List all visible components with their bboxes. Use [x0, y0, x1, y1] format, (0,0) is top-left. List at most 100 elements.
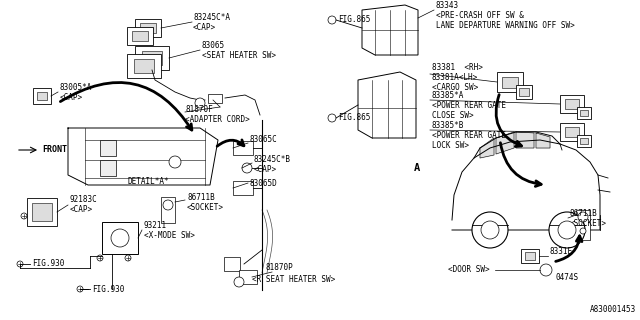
Bar: [577, 107, 591, 119]
Text: CLOSE SW>: CLOSE SW>: [432, 111, 474, 121]
Bar: [127, 27, 153, 45]
Text: 0474S: 0474S: [556, 274, 579, 283]
Circle shape: [580, 228, 586, 234]
Bar: [142, 52, 162, 65]
Text: <R SEAT HEATER SW>: <R SEAT HEATER SW>: [252, 276, 335, 284]
Circle shape: [578, 212, 588, 222]
Circle shape: [472, 212, 508, 248]
Text: 81870P: 81870P: [265, 263, 292, 273]
Polygon shape: [536, 133, 550, 148]
Bar: [27, 198, 57, 226]
Text: DETAIL*A*: DETAIL*A*: [127, 178, 169, 187]
Bar: [580, 138, 588, 144]
Bar: [116, 234, 124, 242]
Text: FIG.865: FIG.865: [338, 114, 371, 123]
Text: 86711B: 86711B: [570, 210, 598, 219]
Text: <CAP>: <CAP>: [70, 205, 93, 214]
Polygon shape: [480, 138, 494, 158]
Text: A830001453: A830001453: [589, 305, 636, 314]
Circle shape: [558, 221, 576, 239]
Text: <SOCKET>: <SOCKET>: [187, 203, 224, 212]
Text: FIG.930: FIG.930: [32, 260, 65, 268]
Bar: [564, 99, 579, 109]
Bar: [208, 93, 222, 102]
Text: <ADAPTER CORD>: <ADAPTER CORD>: [185, 116, 250, 124]
Bar: [33, 88, 51, 104]
Text: 83381A<LH>: 83381A<LH>: [432, 74, 478, 83]
Text: 83065D: 83065D: [250, 180, 278, 188]
Bar: [161, 197, 175, 223]
Bar: [502, 76, 518, 87]
Text: 83385*B: 83385*B: [432, 122, 465, 131]
Circle shape: [169, 156, 181, 168]
Circle shape: [328, 114, 336, 122]
Text: <SEAT HEATER SW>: <SEAT HEATER SW>: [202, 52, 276, 60]
Text: 81870F: 81870F: [185, 106, 212, 115]
Bar: [560, 123, 584, 141]
Bar: [100, 160, 116, 176]
Circle shape: [242, 163, 252, 173]
Text: FRONT: FRONT: [42, 146, 67, 155]
Bar: [233, 181, 253, 195]
Circle shape: [163, 200, 173, 210]
Bar: [239, 270, 257, 284]
Text: 8331E: 8331E: [550, 247, 573, 257]
Text: 83385*A: 83385*A: [432, 92, 465, 100]
Text: 92183C: 92183C: [70, 196, 98, 204]
Text: <CAP>: <CAP>: [60, 93, 83, 102]
Circle shape: [17, 261, 23, 267]
Bar: [132, 31, 148, 41]
Text: <X-MODE SW>: <X-MODE SW>: [144, 231, 195, 241]
Text: 83245C*A: 83245C*A: [193, 13, 230, 22]
Bar: [233, 141, 253, 155]
Bar: [36, 92, 47, 100]
Text: <CAP>: <CAP>: [193, 23, 216, 33]
Bar: [134, 60, 154, 73]
Circle shape: [97, 255, 103, 261]
Text: <CARGO SW>: <CARGO SW>: [432, 84, 478, 92]
Text: FIG.865: FIG.865: [338, 15, 371, 25]
Text: 83343: 83343: [436, 2, 459, 11]
Bar: [100, 140, 116, 156]
Text: <SOCKET>: <SOCKET>: [570, 220, 607, 228]
Text: <POWER REAR GATE: <POWER REAR GATE: [432, 132, 506, 140]
Text: 93211: 93211: [144, 221, 167, 230]
Text: 83005*A: 83005*A: [60, 84, 92, 92]
Text: <POWER REAR GATE: <POWER REAR GATE: [432, 101, 506, 110]
Bar: [564, 127, 579, 137]
Circle shape: [77, 286, 83, 292]
Text: <PRE-CRASH OFF SW &: <PRE-CRASH OFF SW &: [436, 12, 524, 20]
Text: <CAP>: <CAP>: [254, 165, 277, 174]
Polygon shape: [496, 132, 514, 154]
Circle shape: [328, 16, 336, 24]
Text: LANE DEPARTURE WARNING OFF SW>: LANE DEPARTURE WARNING OFF SW>: [436, 21, 575, 30]
Bar: [525, 252, 536, 260]
Text: FIG.930: FIG.930: [92, 284, 124, 293]
Bar: [224, 257, 240, 271]
Circle shape: [549, 212, 585, 248]
Text: 83065C: 83065C: [250, 135, 278, 145]
Bar: [519, 88, 529, 96]
Polygon shape: [358, 72, 416, 138]
Bar: [497, 72, 523, 92]
Circle shape: [234, 277, 244, 287]
Bar: [580, 110, 588, 116]
Bar: [577, 135, 591, 147]
Circle shape: [111, 229, 129, 247]
Bar: [102, 222, 138, 254]
Bar: [521, 249, 539, 263]
Bar: [516, 85, 532, 99]
Polygon shape: [362, 5, 418, 55]
Circle shape: [540, 264, 552, 276]
Text: LOCK SW>: LOCK SW>: [432, 141, 469, 150]
Text: 83065: 83065: [202, 42, 225, 51]
Text: <DOOR SW>: <DOOR SW>: [448, 266, 490, 275]
Text: 86711B: 86711B: [187, 193, 215, 202]
Text: 83245C*B: 83245C*B: [254, 156, 291, 164]
Circle shape: [21, 213, 27, 219]
Bar: [135, 19, 161, 37]
Bar: [576, 210, 590, 240]
Bar: [135, 46, 169, 70]
Bar: [32, 203, 52, 221]
Text: 83381  <RH>: 83381 <RH>: [432, 63, 483, 73]
